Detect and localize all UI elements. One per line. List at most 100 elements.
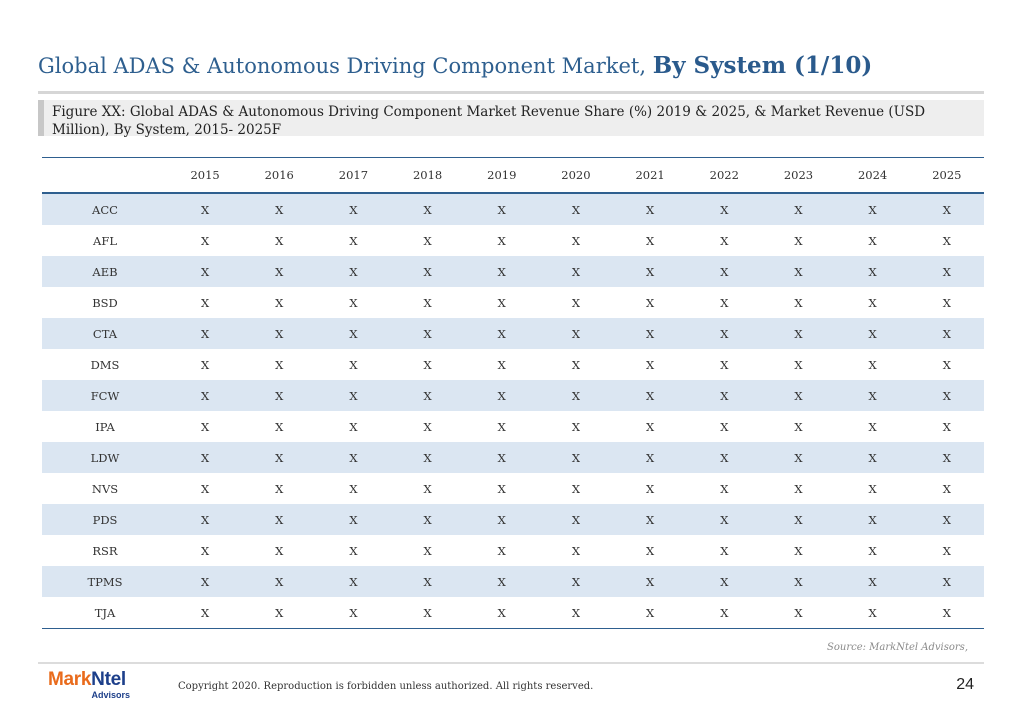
system-label: NVS <box>91 481 119 496</box>
table-cell: X <box>423 233 432 248</box>
table-cell: X <box>646 295 655 310</box>
table-cell: X <box>497 481 506 496</box>
table-cell: X <box>687 256 762 287</box>
table-cell: X <box>316 256 391 287</box>
table-cell: X <box>538 318 614 349</box>
table-cell: X <box>942 233 951 248</box>
table-cell: X <box>687 318 762 349</box>
table-cell: X <box>613 193 688 225</box>
table-cell: X <box>464 193 539 225</box>
table-cell: X <box>349 233 358 248</box>
logo-ntel-text: Ntel <box>91 669 126 690</box>
year-header-2023: 2023 <box>761 157 836 194</box>
table-cell: X <box>497 419 506 434</box>
table-cell: X <box>349 543 358 558</box>
table-row: TJA X X X X X X X X X X X <box>42 597 984 629</box>
table-cell: X <box>720 357 729 372</box>
system-label: TJA <box>42 597 168 629</box>
table-cell: X <box>909 193 984 225</box>
system-label: BSD <box>92 295 118 310</box>
table-cell: X <box>168 597 243 629</box>
table-cell: X <box>571 233 581 248</box>
table-cell: X <box>349 481 358 496</box>
table-cell: X <box>794 233 803 248</box>
table-cell: X <box>646 233 655 248</box>
table-cell: X <box>909 318 984 349</box>
table-cell: X <box>464 318 539 349</box>
table-cell: X <box>687 193 762 225</box>
table-cell: X <box>316 318 391 349</box>
table-cell: X <box>794 543 803 558</box>
system-label: ACC <box>42 193 168 225</box>
table-cell: X <box>316 442 391 473</box>
table-cell: X <box>168 566 243 597</box>
table-cell: X <box>835 193 910 225</box>
page-number: 24 <box>956 676 974 693</box>
table-cell: X <box>571 295 581 310</box>
table-cell: X <box>390 442 465 473</box>
table-cell: X <box>168 318 243 349</box>
logo-mark-text: Mark <box>48 669 92 690</box>
table-cell: X <box>613 597 688 629</box>
table-cell: X <box>168 380 243 411</box>
table-cell: X <box>613 380 688 411</box>
table-cell: X <box>390 256 465 287</box>
system-label: AEB <box>42 256 168 287</box>
table-cell: X <box>464 566 539 597</box>
table-cell: X <box>497 357 506 372</box>
table-cell: X <box>835 318 910 349</box>
table-cell: X <box>868 295 877 310</box>
table-cell: X <box>687 504 762 535</box>
table-cell: X <box>423 357 432 372</box>
table-cell: X <box>538 256 614 287</box>
table-cell: X <box>349 419 358 434</box>
system-label: PDS <box>42 504 168 535</box>
table-cell: X <box>761 442 836 473</box>
table-cell: X <box>423 481 432 496</box>
table-cell: X <box>275 357 284 372</box>
table-corner-cell <box>42 157 168 194</box>
year-header-2022: 2022 <box>687 157 762 194</box>
table-cell: X <box>761 380 836 411</box>
table-cell: X <box>687 442 762 473</box>
table-cell: X <box>168 504 243 535</box>
title-divider <box>38 91 984 94</box>
system-label: CTA <box>42 318 168 349</box>
table-cell: X <box>242 566 317 597</box>
table-cell: X <box>316 597 391 629</box>
year-header-2025: 2025 <box>909 157 984 194</box>
year-header-2019: 2019 <box>464 157 539 194</box>
system-label: RSR <box>92 543 118 558</box>
table-cell: X <box>464 597 539 629</box>
table-row: AFL X X X X X X X X X X X <box>42 225 984 256</box>
table-cell: X <box>646 357 655 372</box>
table-cell: X <box>497 295 506 310</box>
figure-caption-text: Figure XX: Global ADAS & Autonomous Driv… <box>52 104 926 138</box>
table-cell: X <box>761 504 836 535</box>
table-cell: X <box>835 256 910 287</box>
footer-divider <box>38 662 984 664</box>
table-cell: X <box>646 481 655 496</box>
table-cell: X <box>275 295 284 310</box>
logo-wordmark: MarkNtel <box>48 670 138 690</box>
table-cell: X <box>942 295 951 310</box>
table-cell: X <box>423 419 432 434</box>
table-cell: X <box>687 566 762 597</box>
table-cell: X <box>794 481 803 496</box>
table-cell: X <box>200 233 210 248</box>
table-cell: X <box>613 504 688 535</box>
year-header-2021: 2021 <box>613 157 688 194</box>
table-row: BSD X X X X X X X X X X X <box>42 287 984 318</box>
table-cell: X <box>571 357 581 372</box>
table-cell: X <box>613 318 688 349</box>
table-cell: X <box>646 419 655 434</box>
table-cell: X <box>720 543 729 558</box>
table-cell: X <box>909 380 984 411</box>
table-cell: X <box>613 256 688 287</box>
table-body: ACC X X X X X X X X X X X AFL X X X X X X X X X X X AEB X X X X X X X X X… <box>42 193 984 629</box>
table-cell: X <box>538 566 614 597</box>
table-cell: X <box>613 442 688 473</box>
table-cell: X <box>613 566 688 597</box>
data-table: 2015 2016 2017 2018 2019 2020 2021 2022 2023 2024… <box>42 157 984 629</box>
table-cell: X <box>390 597 465 629</box>
